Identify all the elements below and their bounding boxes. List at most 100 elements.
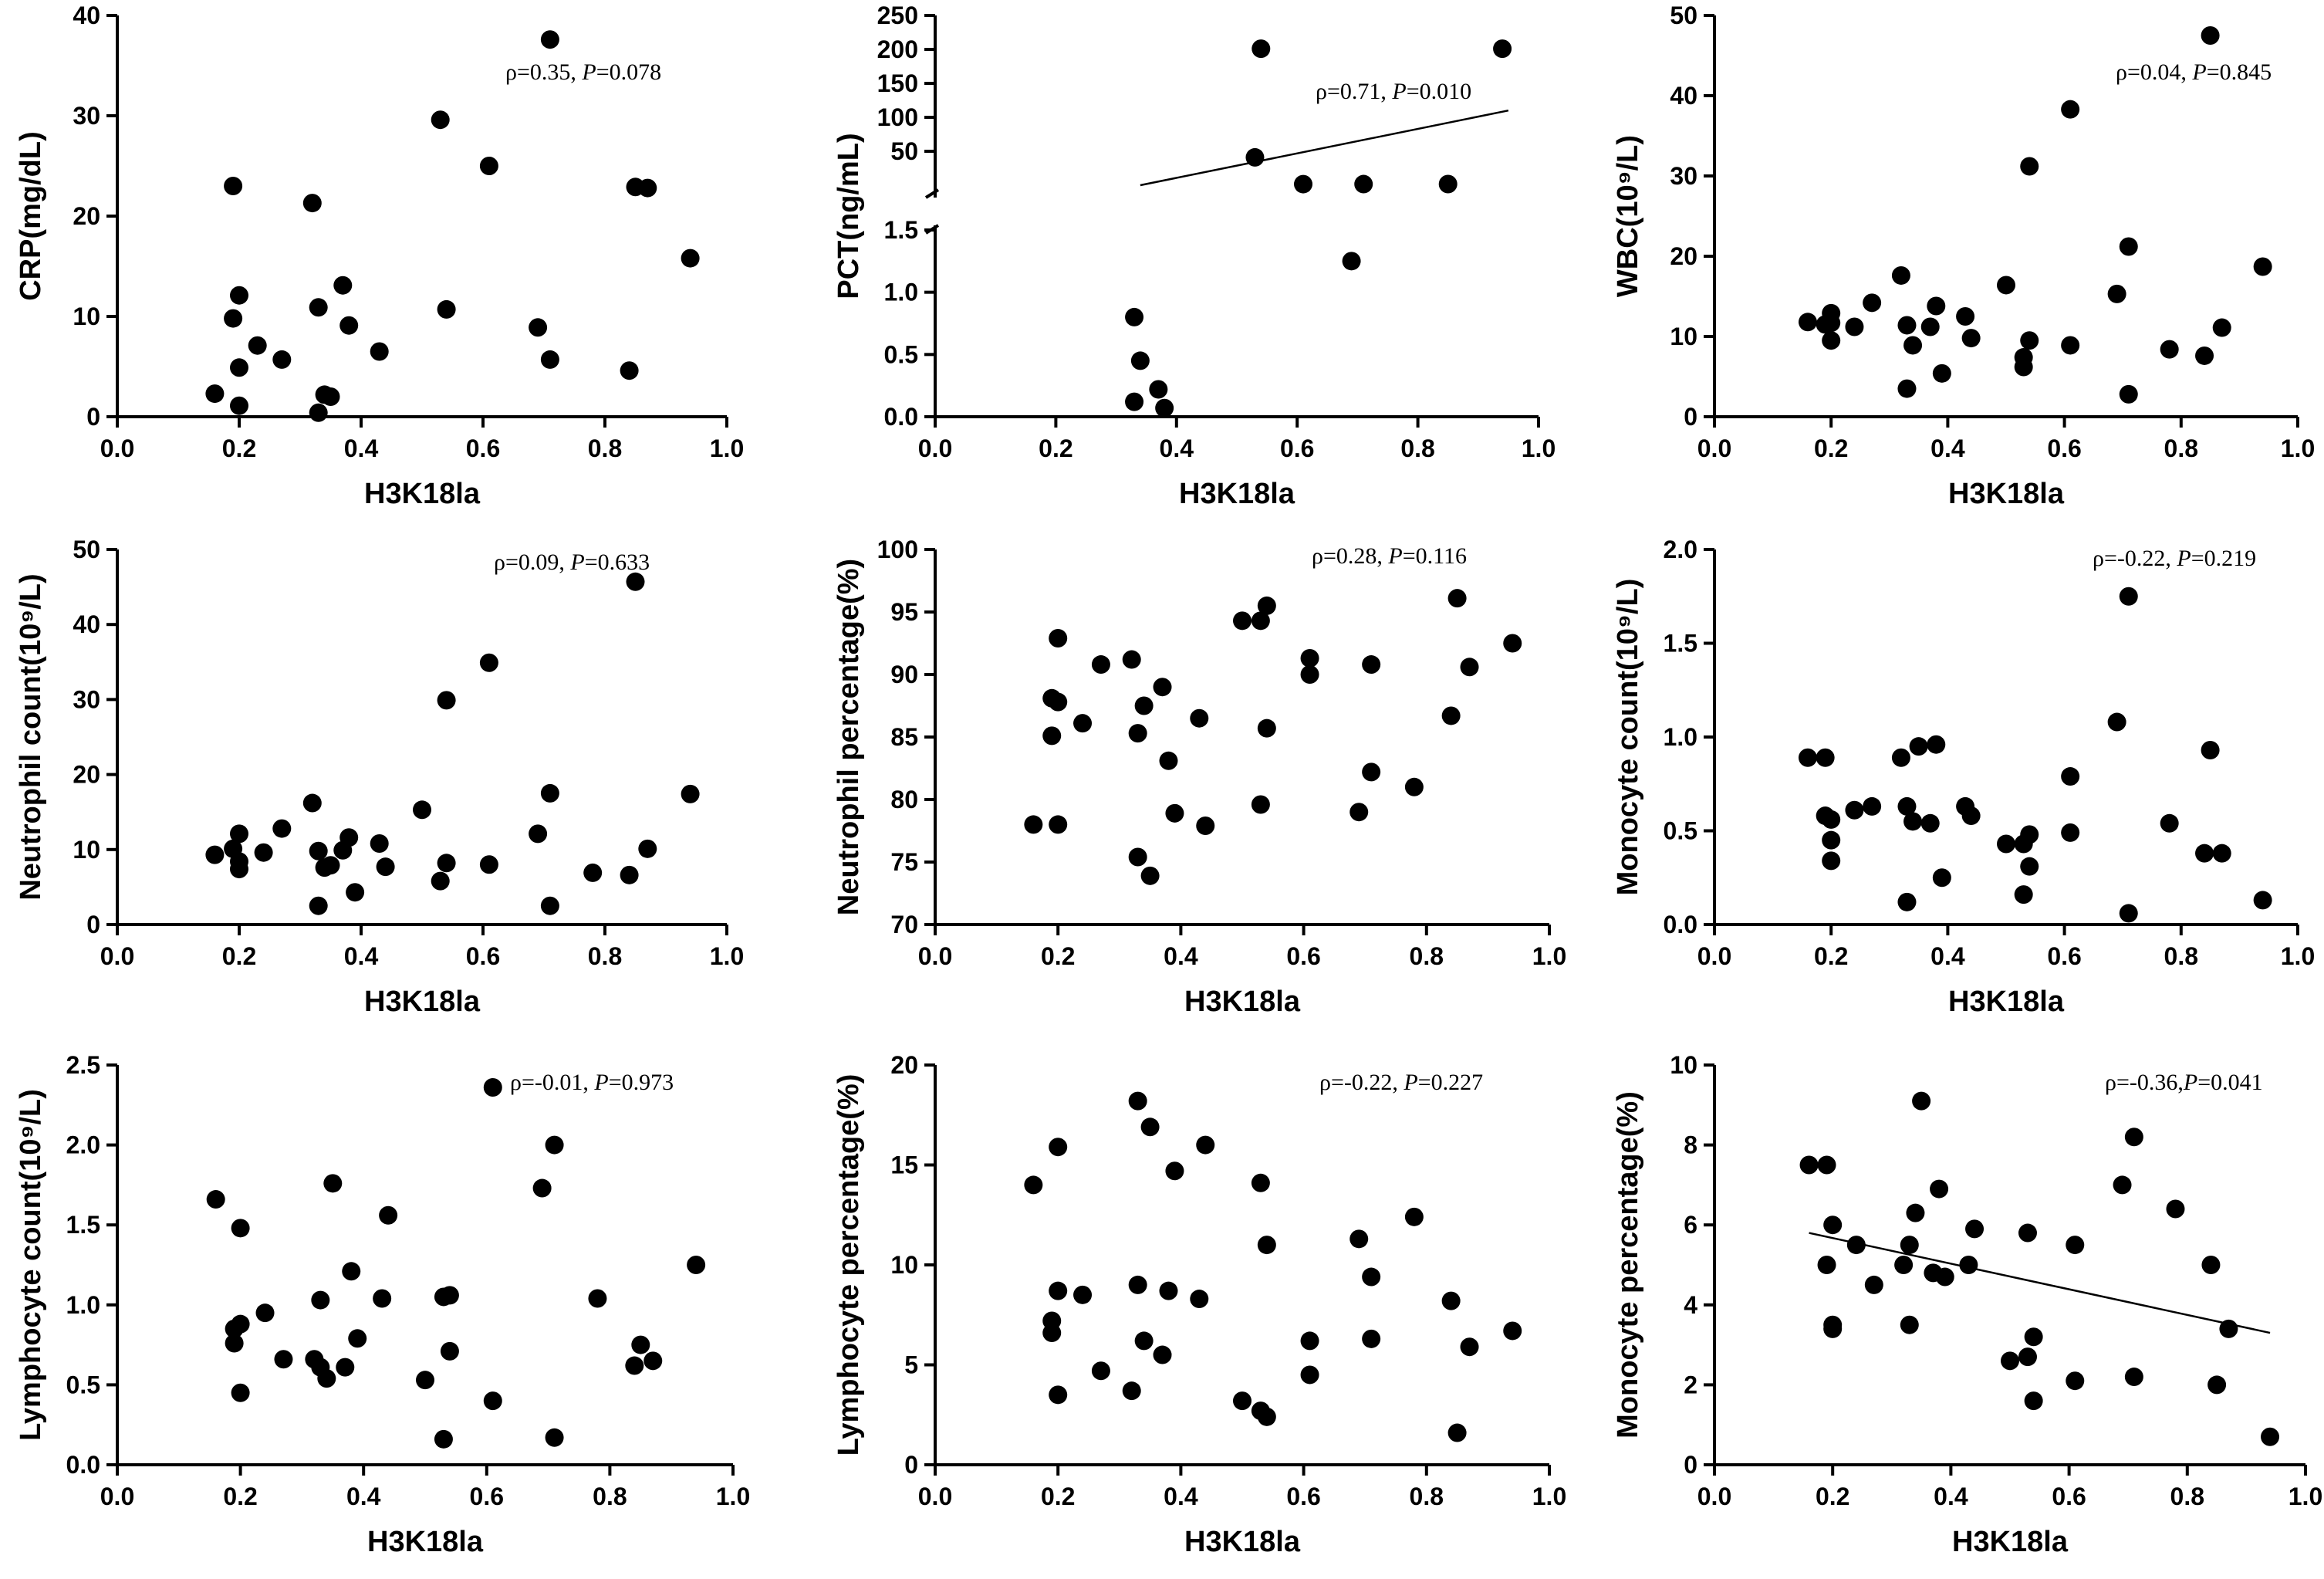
data-point <box>311 1290 330 1310</box>
data-point <box>1965 1219 1985 1239</box>
data-point <box>1441 706 1461 725</box>
x-tick-label: 0.6 <box>466 434 500 462</box>
data-point <box>309 298 328 317</box>
data-point <box>2061 336 2080 355</box>
data-point <box>1245 147 1265 167</box>
data-point <box>1049 692 1068 712</box>
data-point <box>1798 748 1817 767</box>
data-point <box>2207 1375 2227 1395</box>
data-point <box>1894 1256 1914 1274</box>
p-label: P <box>1403 1070 1417 1095</box>
data-point <box>1153 1345 1172 1364</box>
data-point <box>346 883 365 902</box>
x-axis-label: H3K18la <box>367 1526 484 1558</box>
x-tick-label: 0.8 <box>593 1483 627 1510</box>
data-point <box>1128 724 1147 743</box>
x-tick-label: 0.2 <box>222 434 256 462</box>
data-point <box>638 178 657 198</box>
y-tick-label: 250 <box>877 2 918 29</box>
data-point <box>620 361 639 380</box>
data-point <box>231 1383 250 1402</box>
data-point <box>2124 1128 2143 1147</box>
data-point <box>1920 317 1940 336</box>
correlation-annotation: ρ=0.35, P=0.078 <box>505 59 661 85</box>
y-tick-label: 15 <box>890 1151 918 1179</box>
rho-value: ρ=0.35, <box>505 59 582 85</box>
correlation-annotation: ρ=-0.22, P=0.219 <box>2093 546 2256 571</box>
data-point <box>2195 346 2214 365</box>
correlation-annotation: ρ=-0.22, P=0.227 <box>1319 1070 1483 1095</box>
data-point <box>1155 398 1174 418</box>
data-point <box>1190 1290 1209 1309</box>
data-point <box>479 653 498 672</box>
data-point <box>1091 1361 1110 1381</box>
regression-line <box>1809 1232 2271 1334</box>
data-point <box>1823 1319 1843 1338</box>
data-point <box>1300 648 1319 668</box>
data-point <box>431 871 450 891</box>
data-point <box>1049 815 1068 834</box>
x-axis-label: H3K18la <box>364 986 481 1018</box>
data-point <box>440 1341 459 1361</box>
data-point <box>1159 1281 1178 1300</box>
data-point <box>1342 252 1361 271</box>
data-point <box>1912 1091 1931 1111</box>
x-tick-label: 0.2 <box>1814 942 1848 970</box>
scatter-panel-monocyte-count: 0.0 0.5 1.0 1.5 2.0 0.0 0.2 0.4 0.6 0.8 1.0 H3K18la… <box>1612 536 2315 1018</box>
y-tick-label: 80 <box>890 786 918 813</box>
y-tick-label: 1.5 <box>66 1211 100 1239</box>
data-point <box>1024 815 1043 834</box>
scatter-panel-lymphocyte-count: 0.0 0.5 1.0 1.5 2.0 2.5 0.0 0.2 0.4 0.6 0.8 1.0 H3K1… <box>15 1051 750 1558</box>
scatter-panel-pct: 0.0 0.5 1.0 1.5 50 100 150 200 250 0.0 0.2 0.4 0.6 0.… <box>833 2 1556 510</box>
data-point <box>1024 1175 1043 1195</box>
data-point <box>230 860 248 879</box>
data-point <box>205 384 225 404</box>
x-tick-label: 0.2 <box>1816 1483 1849 1510</box>
data-point <box>440 1286 459 1305</box>
y-tick-label: 95 <box>890 598 918 626</box>
data-point <box>1257 1236 1276 1255</box>
y-tick-label: 8 <box>1684 1131 1697 1159</box>
y-tick-label: 1.5 <box>1664 630 1697 658</box>
y-axis-label: Monocyte count(10⁹/L) <box>1612 579 1644 896</box>
correlation-annotation: ρ=-0.36,P=0.041 <box>2105 1070 2263 1095</box>
data-point <box>1823 1216 1843 1235</box>
data-point <box>302 793 322 813</box>
data-point <box>583 863 603 882</box>
p-label: P <box>1391 79 1406 104</box>
data-point <box>1233 1391 1252 1411</box>
regression-line <box>1140 109 1509 187</box>
rho-value: ρ=-0.36, <box>2105 1070 2184 1095</box>
data-point <box>625 1356 644 1375</box>
data-point <box>2066 1371 2085 1391</box>
data-point <box>1122 1381 1141 1401</box>
x-tick-label: 0.4 <box>346 1483 381 1510</box>
data-point <box>1932 868 1951 888</box>
x-tick-label: 0.0 <box>1697 1483 1731 1510</box>
rho-value: ρ=0.09, <box>494 549 570 575</box>
data-point <box>2066 1236 2085 1255</box>
rho-value: ρ=-0.22, <box>2093 546 2177 571</box>
data-point <box>1153 678 1172 697</box>
x-axis-label: H3K18la <box>1948 986 2065 1018</box>
data-point <box>1349 803 1369 822</box>
y-tick-label: 2.0 <box>66 1131 100 1159</box>
data-point <box>1961 806 1981 826</box>
scatter-panel-monocyte-percentage: 0 2 4 6 8 10 0.0 0.2 0.4 0.6 0.8 1.0 H3K18la Monocyte… <box>1612 1051 2322 1558</box>
data-point <box>540 783 559 803</box>
data-point <box>2253 257 2272 276</box>
data-point <box>416 1371 434 1390</box>
y-axis-label: Lymphocyte percentage(%) <box>833 1074 865 1456</box>
data-point <box>1900 1315 1919 1334</box>
data-point <box>302 194 322 213</box>
axis-break-mark <box>924 188 940 199</box>
rho-value: ρ=-0.22, <box>1319 1070 1404 1095</box>
y-tick-label: 10 <box>1670 323 1697 350</box>
data-point <box>2195 844 2214 863</box>
x-tick-label: 1.0 <box>710 434 744 462</box>
data-point <box>1091 655 1110 675</box>
y-tick-label: 1.0 <box>884 279 918 306</box>
data-point <box>1798 313 1817 332</box>
data-point <box>342 1262 361 1281</box>
x-tick-label: 1.0 <box>2281 434 2315 462</box>
